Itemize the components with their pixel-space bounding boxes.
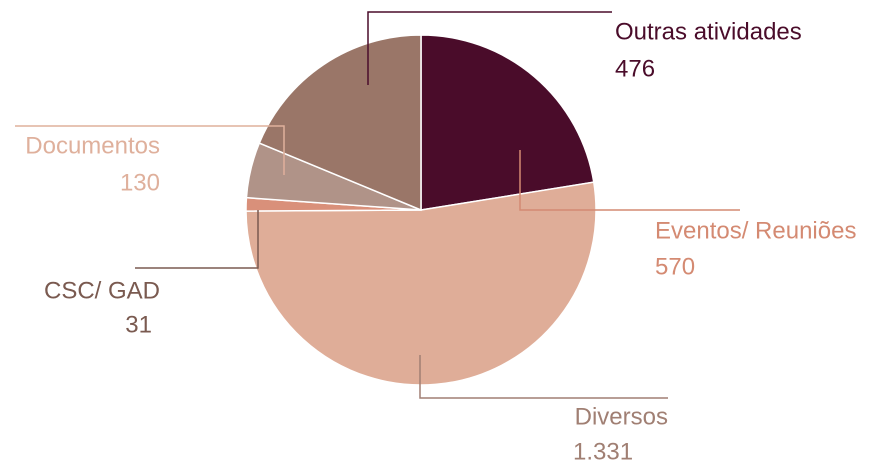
leader-line xyxy=(135,210,259,269)
pie-slice xyxy=(258,34,422,212)
slice-value: 1.331 xyxy=(573,438,633,465)
slice-label: Diversos xyxy=(575,403,668,430)
leader-line xyxy=(419,355,668,399)
leader-line xyxy=(367,11,612,85)
leader-line xyxy=(519,150,740,211)
pie-slice xyxy=(420,34,595,211)
slice-value: 476 xyxy=(615,55,655,82)
leader-line xyxy=(15,125,285,175)
slice-value: 570 xyxy=(655,253,695,280)
slice-label: Outras atividades xyxy=(615,18,802,45)
slice-value: 130 xyxy=(120,169,160,196)
slice-value: 31 xyxy=(125,311,152,338)
pie-slice xyxy=(245,181,597,386)
slice-label: Documentos xyxy=(25,132,160,159)
slice-label: CSC/ GAD xyxy=(44,277,160,304)
slice-label: Eventos/ Reuniões xyxy=(655,217,856,244)
